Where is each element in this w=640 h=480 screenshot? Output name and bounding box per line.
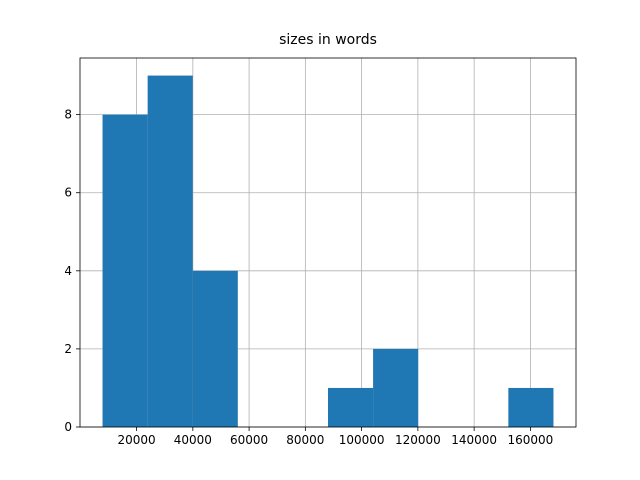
y-tick-label: 6 bbox=[64, 186, 72, 200]
y-tick-label: 2 bbox=[64, 342, 72, 356]
bar bbox=[508, 387, 554, 427]
bar bbox=[328, 387, 374, 427]
axes-frame bbox=[79, 57, 577, 428]
bar bbox=[147, 75, 193, 428]
y-tick-label: 0 bbox=[64, 420, 72, 434]
x-tick-label: 120000 bbox=[395, 433, 441, 447]
x-tick-label: 160000 bbox=[507, 433, 553, 447]
x-tick-label: 140000 bbox=[451, 433, 497, 447]
bars bbox=[102, 75, 554, 428]
x-tick-label: 40000 bbox=[174, 433, 212, 447]
bar bbox=[192, 270, 238, 427]
bar bbox=[373, 348, 419, 427]
y-tick-label: 4 bbox=[64, 264, 72, 278]
x-tick-label: 20000 bbox=[117, 433, 155, 447]
chart-title: sizes in words bbox=[279, 32, 377, 48]
y-tick-label: 8 bbox=[64, 108, 72, 122]
x-tick-label: 80000 bbox=[286, 433, 324, 447]
bar bbox=[102, 114, 148, 427]
axes: 20000 40000 60000 80000 100000 120000 140000 16… bbox=[64, 57, 577, 447]
x-tick-label: 60000 bbox=[230, 433, 268, 447]
x-tick-label: 100000 bbox=[339, 433, 385, 447]
